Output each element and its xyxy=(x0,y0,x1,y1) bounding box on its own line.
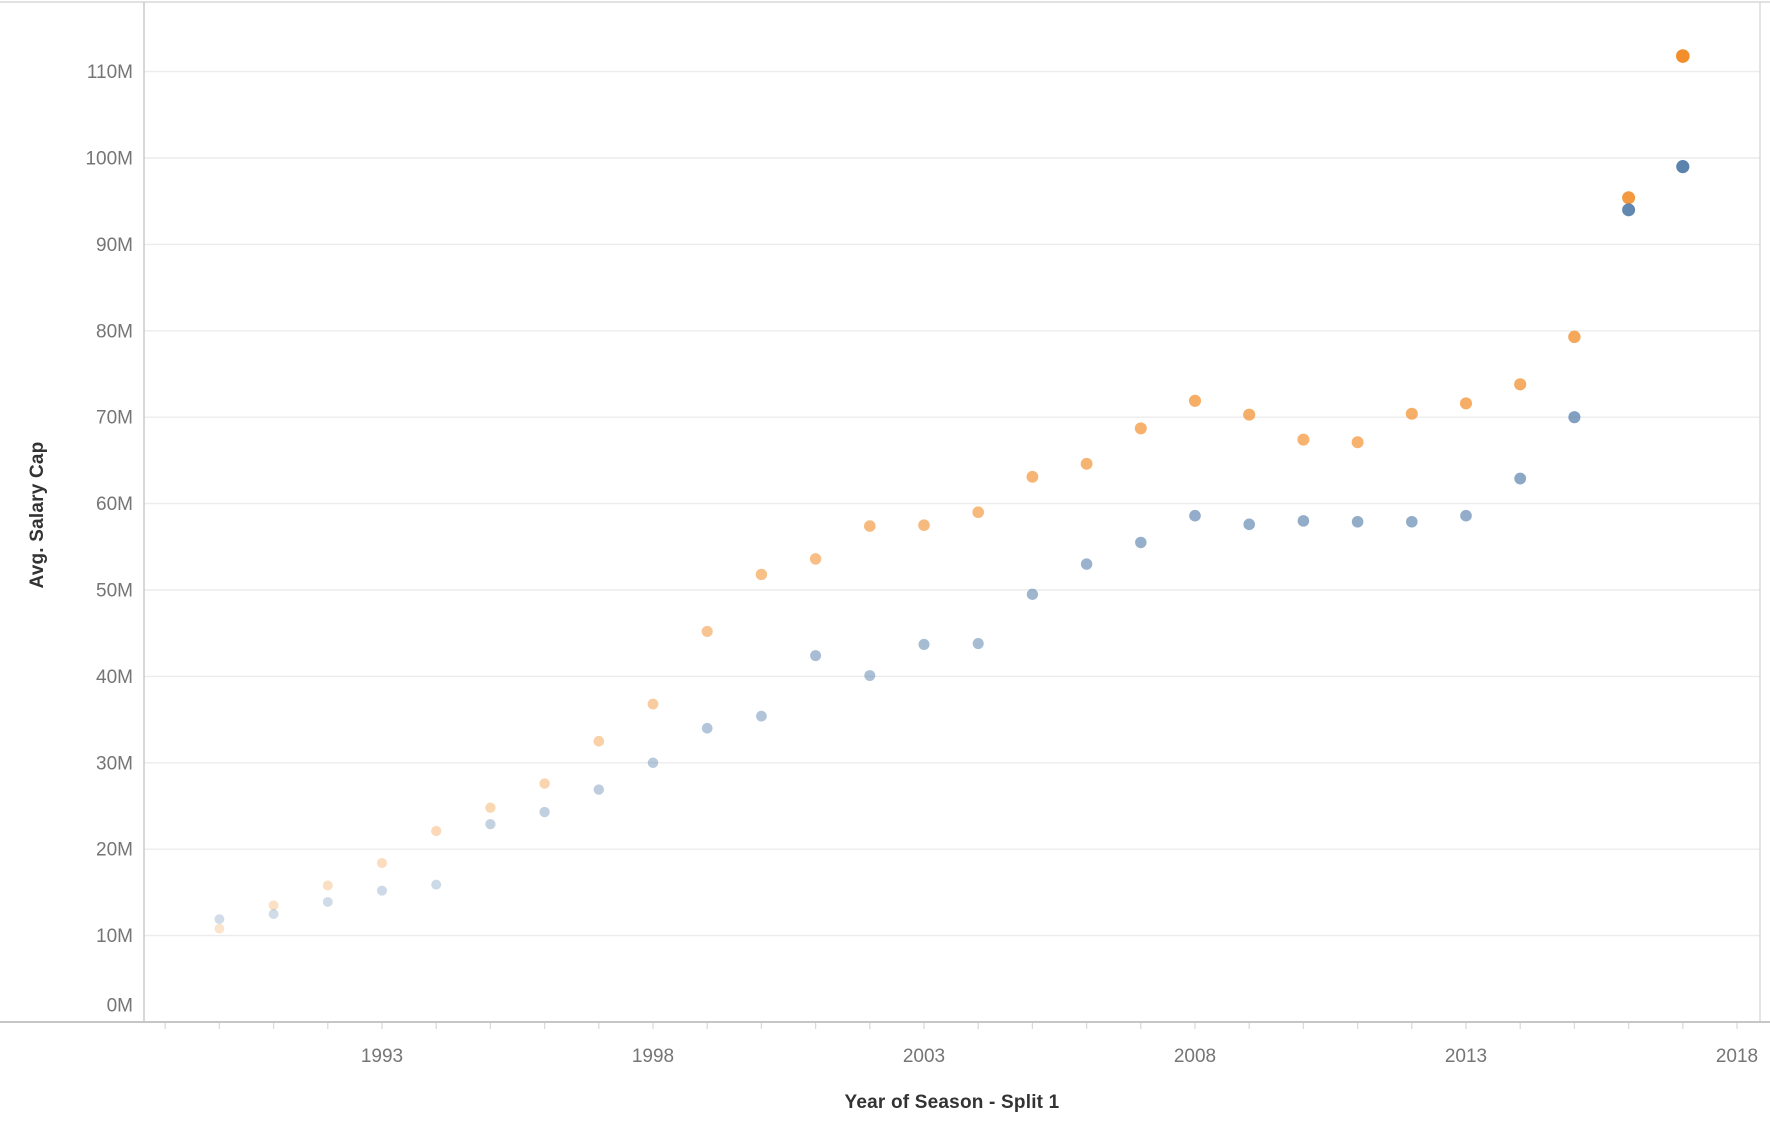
data-point-orange-series[interactable] xyxy=(376,857,388,869)
data-point-blue-series[interactable] xyxy=(864,670,876,681)
data-point-blue-series[interactable] xyxy=(539,806,550,818)
data-point-blue-series[interactable] xyxy=(701,722,713,734)
data-point-orange-series[interactable] xyxy=(1622,191,1636,205)
data-point-blue-series[interactable] xyxy=(322,896,333,907)
data-point-blue-series[interactable] xyxy=(1135,536,1147,549)
data-point-orange-series[interactable] xyxy=(1675,49,1690,63)
data-point-blue-series[interactable] xyxy=(593,784,605,795)
data-point-orange-series[interactable] xyxy=(1514,378,1527,391)
data-point-orange-series[interactable] xyxy=(322,880,333,891)
x-tick-label: 2018 xyxy=(1716,1046,1758,1067)
y-tick-label: 50M xyxy=(96,581,133,602)
data-point-orange-series[interactable] xyxy=(1405,407,1418,420)
data-point-blue-series[interactable] xyxy=(1080,558,1093,570)
data-point-blue-series[interactable] xyxy=(1406,515,1418,528)
data-point-orange-series[interactable] xyxy=(1134,422,1147,435)
data-point-orange-series[interactable] xyxy=(593,735,605,747)
x-tick-label: 2003 xyxy=(903,1046,945,1067)
data-point-blue-series[interactable] xyxy=(268,909,279,919)
data-point-blue-series[interactable] xyxy=(647,757,659,769)
data-point-orange-series[interactable] xyxy=(485,802,496,813)
y-tick-label: 0M xyxy=(107,996,133,1017)
data-point-blue-series[interactable] xyxy=(1568,411,1581,424)
data-point-orange-series[interactable] xyxy=(431,825,442,837)
y-tick-label: 60M xyxy=(96,494,133,515)
data-point-orange-series[interactable] xyxy=(1568,330,1581,344)
y-tick-label: 90M xyxy=(96,235,133,256)
data-point-blue-series[interactable] xyxy=(377,885,387,896)
data-point-blue-series[interactable] xyxy=(1297,515,1310,527)
data-point-blue-series[interactable] xyxy=(1460,509,1472,522)
data-point-orange-series[interactable] xyxy=(1080,457,1093,470)
data-point-orange-series[interactable] xyxy=(972,506,985,519)
data-point-blue-series[interactable] xyxy=(1514,472,1527,485)
data-point-blue-series[interactable] xyxy=(918,638,930,650)
data-point-blue-series[interactable] xyxy=(1026,588,1039,600)
y-tick-label: 40M xyxy=(96,667,133,688)
data-point-orange-series[interactable] xyxy=(214,923,225,934)
x-tick-label: 1998 xyxy=(632,1046,674,1067)
data-point-blue-series[interactable] xyxy=(1243,518,1255,531)
data-point-orange-series[interactable] xyxy=(755,568,768,581)
x-tick-label: 2013 xyxy=(1445,1046,1487,1067)
y-tick-label: 30M xyxy=(96,753,133,774)
data-point-orange-series[interactable] xyxy=(809,553,822,565)
data-point-blue-series[interactable] xyxy=(1622,203,1636,217)
y-tick-label: 10M xyxy=(96,926,133,947)
y-tick-label: 70M xyxy=(96,408,133,429)
data-point-orange-series[interactable] xyxy=(1243,408,1256,421)
data-point-orange-series[interactable] xyxy=(647,698,659,710)
data-point-blue-series[interactable] xyxy=(1676,160,1690,174)
data-point-orange-series[interactable] xyxy=(268,900,279,911)
data-point-blue-series[interactable] xyxy=(431,879,442,890)
data-point-blue-series[interactable] xyxy=(485,819,496,830)
data-point-orange-series[interactable] xyxy=(864,520,876,532)
data-point-orange-series[interactable] xyxy=(1351,436,1364,449)
data-point-orange-series[interactable] xyxy=(539,778,550,789)
data-point-blue-series[interactable] xyxy=(810,650,822,662)
data-point-orange-series[interactable] xyxy=(1026,470,1039,483)
data-point-blue-series[interactable] xyxy=(972,638,984,650)
data-point-blue-series[interactable] xyxy=(214,914,225,925)
x-axis-title: Year of Season - Split 1 xyxy=(844,1092,1060,1113)
x-tick-label: 2008 xyxy=(1174,1046,1216,1067)
x-tick-label: 1993 xyxy=(361,1046,403,1067)
data-point-orange-series[interactable] xyxy=(918,519,930,531)
y-axis-title: Avg. Salary Cap xyxy=(27,441,48,589)
y-tick-label: 100M xyxy=(85,149,133,170)
data-point-orange-series[interactable] xyxy=(1188,394,1202,407)
data-point-orange-series[interactable] xyxy=(1297,433,1310,446)
data-point-orange-series[interactable] xyxy=(1459,397,1473,410)
y-tick-label: 110M xyxy=(87,62,133,83)
data-point-blue-series[interactable] xyxy=(756,710,767,722)
data-point-orange-series[interactable] xyxy=(701,625,713,638)
data-point-blue-series[interactable] xyxy=(1351,515,1364,528)
data-point-blue-series[interactable] xyxy=(1189,509,1201,522)
y-tick-label: 80M xyxy=(96,321,133,342)
y-tick-label: 20M xyxy=(96,840,133,861)
